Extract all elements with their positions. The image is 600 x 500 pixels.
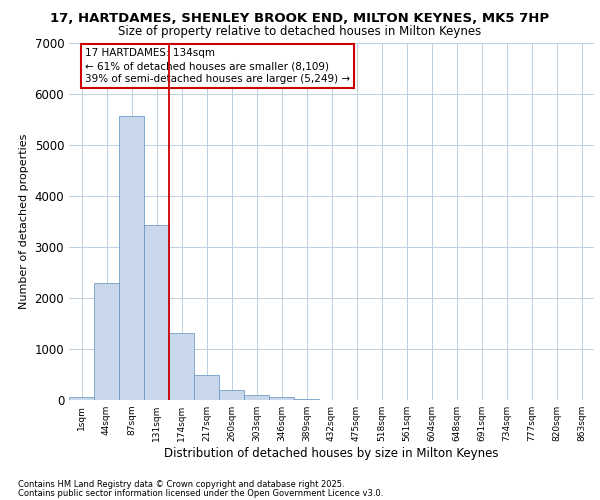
Bar — [219, 390, 244, 400]
Text: Size of property relative to detached houses in Milton Keynes: Size of property relative to detached ho… — [118, 25, 482, 38]
Text: 17 HARTDAMES: 134sqm
← 61% of detached houses are smaller (8,109)
39% of semi-de: 17 HARTDAMES: 134sqm ← 61% of detached h… — [85, 48, 350, 84]
Y-axis label: Number of detached properties: Number of detached properties — [19, 134, 29, 309]
Bar — [169, 333, 194, 400]
Bar — [269, 398, 294, 400]
Bar — [144, 225, 169, 400]
Text: Contains HM Land Registry data © Crown copyright and database right 2025.: Contains HM Land Registry data © Crown c… — [18, 480, 344, 489]
Text: 17, HARTDAMES, SHENLEY BROOK END, MILTON KEYNES, MK5 7HP: 17, HARTDAMES, SHENLEY BROOK END, MILTON… — [50, 12, 550, 26]
Bar — [194, 376, 219, 400]
Bar — [69, 397, 94, 400]
Text: Contains public sector information licensed under the Open Government Licence v3: Contains public sector information licen… — [18, 488, 383, 498]
Bar — [119, 116, 144, 400]
X-axis label: Distribution of detached houses by size in Milton Keynes: Distribution of detached houses by size … — [164, 447, 499, 460]
Bar — [94, 282, 119, 400]
Bar — [244, 396, 269, 400]
